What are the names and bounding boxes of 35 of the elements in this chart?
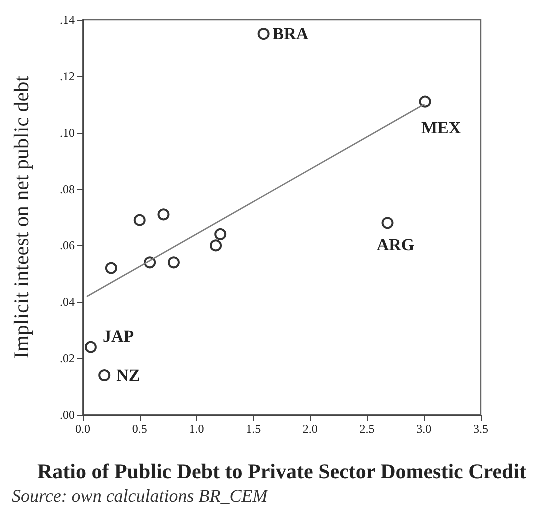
x-tick-label: 3.5 <box>474 422 488 436</box>
y-tick-label: .02 <box>60 352 75 366</box>
y-tick-label: .06 <box>60 238 75 253</box>
annotation: JAP <box>102 326 134 346</box>
source-note: Source: own calculations BR_CEM <box>12 486 269 506</box>
annotation: NZ <box>116 366 140 385</box>
y-tick-label: .00 <box>60 408 75 422</box>
y-tick-label: .08 <box>60 182 75 196</box>
point <box>258 28 270 40</box>
point <box>214 228 227 240</box>
x-axis-title: Ratio of Public Debt to Private Sector Domestic Credit <box>37 460 527 484</box>
point <box>158 208 170 221</box>
y-tick-label: .12 <box>60 69 75 84</box>
annotation: BRA <box>272 24 310 44</box>
y-tick-label: .04 <box>60 295 75 310</box>
point <box>105 262 118 274</box>
point <box>98 370 111 382</box>
x-tick-label: 0.0 <box>76 422 90 436</box>
x-tick-label: 3.0 <box>416 422 432 436</box>
point <box>419 96 432 108</box>
annotation: MEX <box>421 118 462 138</box>
point <box>84 341 97 354</box>
point <box>382 217 394 230</box>
point <box>134 214 146 226</box>
y-tick-label: .14 <box>60 13 75 27</box>
x-tick-label: 0.5 <box>132 422 148 436</box>
x-tick-label: 2.5 <box>360 422 375 436</box>
x-tick-label: 1.0 <box>189 422 204 436</box>
point <box>168 256 180 269</box>
x-tick-label: 1.5 <box>246 422 262 436</box>
y-axis-title: Implicit inteest on net public debt <box>10 76 34 359</box>
x-tick-label: 2.0 <box>302 422 318 436</box>
annotation: ARG <box>376 236 415 255</box>
y-tick-label: .10 <box>60 126 75 140</box>
point <box>210 240 222 252</box>
